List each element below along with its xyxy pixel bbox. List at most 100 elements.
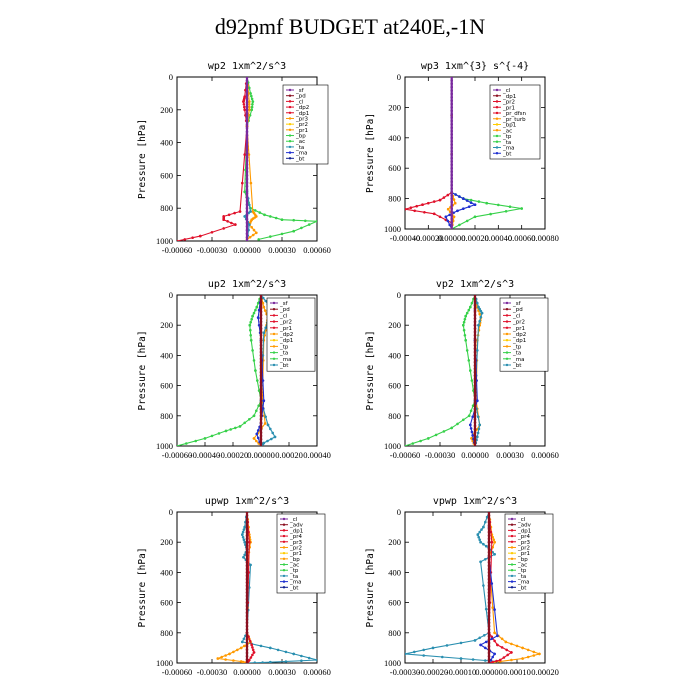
series-point	[487, 527, 491, 531]
series-point	[261, 379, 265, 382]
series-point	[257, 404, 261, 408]
series-point	[304, 219, 307, 223]
series-point	[505, 648, 509, 652]
series-point	[245, 155, 249, 159]
series-point	[245, 614, 249, 618]
series-point	[450, 99, 454, 102]
series-point	[284, 650, 288, 654]
series-point	[249, 339, 253, 342]
series-point	[245, 130, 249, 133]
x-tick-label: -0.00020	[418, 667, 448, 677]
series-point	[259, 401, 263, 404]
series-point	[450, 163, 454, 167]
series-point	[253, 209, 257, 212]
series-point	[421, 203, 424, 206]
series-point	[473, 357, 477, 361]
legend-label: _pr1	[517, 551, 530, 557]
series-point	[493, 553, 496, 556]
legend-marker	[272, 308, 276, 311]
series-point	[450, 92, 454, 96]
series-point	[473, 297, 477, 300]
series-point	[462, 197, 465, 200]
series-point	[515, 644, 519, 648]
series-point	[473, 350, 477, 354]
y-tick-label: 200	[388, 537, 401, 547]
series-point	[242, 637, 246, 641]
series-point	[245, 621, 249, 624]
panel-title: up2 1xm^2/s^3	[208, 279, 286, 290]
series-point	[222, 227, 225, 230]
legend-label: _adv	[289, 523, 304, 529]
series-point	[470, 301, 474, 305]
legend-marker	[495, 106, 499, 109]
legend-marker	[510, 534, 514, 538]
series-point	[245, 192, 249, 195]
y-axis-label: Pressure [hPa]	[137, 119, 148, 199]
series-point	[245, 152, 249, 155]
series-point	[259, 407, 263, 411]
legend-label: _pr_turb	[502, 117, 526, 123]
series-point	[250, 226, 253, 229]
series-point	[526, 655, 530, 659]
series-point	[491, 606, 495, 609]
series-point	[292, 652, 296, 656]
series-point	[450, 96, 454, 99]
series-point	[249, 181, 253, 185]
series-point	[245, 597, 249, 601]
series-point	[473, 394, 477, 398]
series-point	[222, 218, 225, 221]
legend-label: _bt	[517, 585, 527, 591]
series-point	[473, 310, 477, 314]
series-point	[254, 409, 258, 413]
series-line-_dp1	[405, 295, 476, 446]
series-point	[261, 301, 265, 305]
series-point	[473, 380, 477, 384]
series-point	[273, 435, 277, 439]
series-point	[483, 634, 486, 637]
legend-label: _pr1	[279, 326, 292, 332]
series-point	[307, 656, 311, 660]
legend-marker	[288, 157, 292, 160]
series-point	[473, 424, 477, 428]
series-point	[477, 427, 481, 431]
legend-label: _bp1	[502, 123, 516, 129]
series-point	[245, 232, 249, 235]
series-point	[487, 544, 491, 547]
series-point	[473, 313, 477, 317]
series-point	[448, 213, 452, 217]
series-point	[489, 530, 493, 534]
series-point	[462, 328, 466, 332]
series-point	[484, 646, 487, 650]
series-point	[473, 215, 477, 219]
series-point	[456, 209, 459, 213]
chart-panel-6: vpwp 1xm^2/s^302004006008001000-0.00030-…	[365, 496, 559, 677]
series-point	[232, 659, 235, 662]
series-point	[245, 624, 249, 628]
series-point	[203, 437, 207, 440]
legend-label: _pr2	[289, 545, 302, 551]
series-point	[292, 229, 296, 233]
series-point	[245, 520, 249, 524]
series-point	[487, 641, 491, 645]
y-tick-label: 600	[388, 163, 401, 173]
series-point	[259, 421, 263, 424]
legend-marker	[282, 580, 286, 583]
legend-marker	[495, 123, 499, 126]
legend-marker	[288, 117, 292, 120]
x-tick-label: 0.00060	[508, 233, 536, 243]
series-point	[487, 551, 491, 554]
series-point	[259, 323, 263, 327]
series-point	[473, 404, 477, 408]
x-tick-label: -0.00030	[425, 450, 455, 460]
series-point	[487, 618, 491, 621]
series-point	[413, 650, 416, 654]
series-point	[262, 296, 265, 300]
legend-marker	[510, 551, 514, 555]
series-point	[242, 103, 246, 106]
series-point	[464, 314, 468, 318]
series-point	[248, 323, 252, 327]
series-point	[245, 225, 249, 228]
series-point	[261, 661, 264, 663]
series-point	[471, 434, 475, 437]
